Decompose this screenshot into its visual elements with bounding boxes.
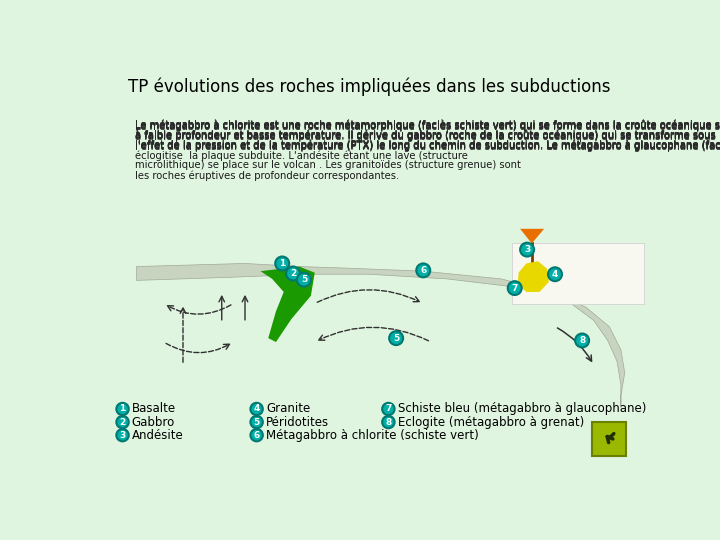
Polygon shape (513, 244, 644, 303)
Circle shape (575, 334, 589, 347)
Text: Granite: Granite (266, 402, 310, 415)
Text: 8: 8 (385, 417, 392, 427)
Circle shape (416, 264, 431, 278)
Circle shape (251, 403, 263, 415)
Circle shape (251, 429, 263, 441)
Circle shape (297, 273, 311, 287)
Polygon shape (520, 229, 544, 244)
Text: à faible profondeur et basse température. Il dérive du gabbro (roche de la croût: à faible profondeur et basse température… (135, 130, 716, 141)
Circle shape (382, 416, 395, 428)
Text: Andésite: Andésite (132, 429, 184, 442)
Text: l'effet de la pression et de la température (PTX) le long du chemin de subductio: l'effet de la pression et de la températ… (135, 139, 720, 150)
Text: 1: 1 (279, 259, 285, 268)
Text: 3: 3 (120, 431, 126, 440)
Text: l'effet de la pression et de la température (PTX) le long du chemin de subductio: l'effet de la pression et de la températ… (135, 141, 720, 152)
FancyBboxPatch shape (593, 422, 626, 456)
Circle shape (508, 281, 522, 295)
Text: Métagabbro à chlorite (schiste vert): Métagabbro à chlorite (schiste vert) (266, 429, 479, 442)
Text: 5: 5 (253, 417, 260, 427)
Text: 3: 3 (524, 245, 530, 254)
Circle shape (286, 267, 300, 280)
Polygon shape (518, 261, 549, 292)
Text: Gabbro: Gabbro (132, 416, 175, 429)
Polygon shape (261, 267, 315, 342)
Circle shape (251, 416, 263, 428)
Text: 2: 2 (290, 269, 296, 278)
Circle shape (117, 429, 129, 441)
Text: TP évolutions des roches impliquées dans les subductions: TP évolutions des roches impliquées dans… (127, 77, 611, 96)
Circle shape (117, 403, 129, 415)
Text: l'effet de la pression et de la température (PTX) le long du chemin de subductio: l'effet de la pression et de la températ… (135, 140, 720, 151)
Text: 2: 2 (120, 417, 126, 427)
Text: 6: 6 (253, 431, 260, 440)
Text: l'effet de la pression et de la température (PTX) le long du chemin de subductio: l'effet de la pression et de la températ… (135, 140, 720, 151)
Polygon shape (137, 264, 625, 408)
Text: Le métagabbro à chlorite est une roche métamorphique (faciès schiste vert) qui s: Le métagabbro à chlorite est une roche m… (135, 120, 720, 131)
Text: Le métagabbro à chlorite est une roche métamorphique (faciès schiste vert) qui s: Le métagabbro à chlorite est une roche m… (135, 120, 720, 130)
Text: Basalte: Basalte (132, 402, 176, 415)
Text: l'effet de la pression et de la température (PTX) le long du chemin de subductio: l'effet de la pression et de la températ… (135, 140, 720, 150)
Text: éclogitise  la plaque subduite. L'andésite étant une lave (structure: éclogitise la plaque subduite. L'andésit… (135, 150, 468, 161)
Circle shape (520, 242, 534, 256)
Text: les roches éruptives de profondeur correspondantes.: les roches éruptives de profondeur corre… (135, 170, 399, 181)
Text: à faible profondeur et basse température. Il dérive du gabbro (roche de la croût: à faible profondeur et basse température… (135, 131, 716, 141)
Circle shape (275, 256, 289, 271)
Text: 7: 7 (385, 404, 392, 414)
Text: 8: 8 (579, 336, 585, 345)
Text: 5: 5 (393, 334, 400, 343)
Text: 5: 5 (301, 275, 307, 284)
Text: à faible profondeur et basse température. Il dérive du gabbro (roche de la croût: à faible profondeur et basse température… (135, 130, 716, 140)
Text: Péridotites: Péridotites (266, 416, 329, 429)
Circle shape (117, 416, 129, 428)
Text: 7: 7 (511, 284, 518, 293)
Text: Le métagabbro à chlorite est une roche métamorphique (faciès schiste vert) qui s: Le métagabbro à chlorite est une roche m… (135, 121, 720, 132)
Text: 1: 1 (120, 404, 126, 414)
Text: Le métagabbro à chlorite est une roche métamorphique (faciès schiste vert) qui s: Le métagabbro à chlorite est une roche m… (135, 119, 720, 130)
Circle shape (389, 331, 403, 345)
Text: Le métagabbro à chlorite est une roche métamorphique (faciès schiste vert) qui s: Le métagabbro à chlorite est une roche m… (135, 120, 720, 131)
Text: 6: 6 (420, 266, 426, 275)
Circle shape (382, 403, 395, 415)
Circle shape (548, 267, 562, 281)
Text: à faible profondeur et basse température. Il dérive du gabbro (roche de la croût: à faible profondeur et basse température… (135, 131, 716, 141)
Text: 4: 4 (552, 270, 558, 279)
Text: à faible profondeur et basse température. Il dérive du gabbro (roche de la croût: à faible profondeur et basse température… (135, 130, 716, 140)
Text: Schiste bleu (métagabbro à glaucophane): Schiste bleu (métagabbro à glaucophane) (397, 402, 646, 415)
Text: Eclogite (métagabbro à grenat): Eclogite (métagabbro à grenat) (397, 416, 584, 429)
Text: microlithique) se place sur le volcan . Les granitoïdes (structure grenue) sont: microlithique) se place sur le volcan . … (135, 160, 521, 170)
Text: 4: 4 (253, 404, 260, 414)
